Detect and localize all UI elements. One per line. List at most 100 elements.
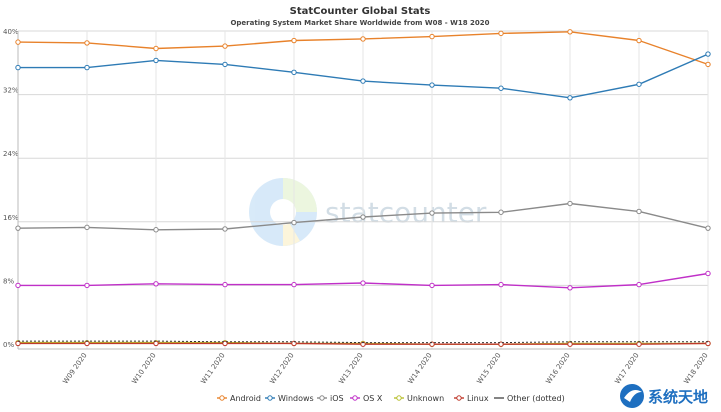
y-tick-label: 40%	[3, 28, 19, 36]
data-point[interactable]	[153, 227, 159, 233]
legend-label: iOS	[330, 394, 344, 403]
series-android	[15, 29, 711, 68]
data-point[interactable]	[429, 282, 435, 289]
data-point[interactable]	[705, 225, 711, 231]
data-point[interactable]	[15, 39, 21, 45]
data-point[interactable]	[153, 45, 159, 52]
data-point[interactable]	[636, 281, 642, 288]
chart-subtitle: Operating System Market Share Worldwide …	[230, 19, 489, 27]
legend-item[interactable]: Linux	[454, 394, 489, 403]
data-point[interactable]	[222, 281, 228, 288]
series-linux	[15, 340, 711, 347]
data-point[interactable]	[360, 214, 366, 220]
legend-item[interactable]: iOS	[317, 394, 344, 403]
y-tick-label: 0%	[3, 341, 14, 349]
data-point[interactable]	[84, 224, 90, 231]
x-tick-label: W14 2020	[407, 352, 434, 386]
data-point[interactable]	[222, 226, 228, 232]
x-tick-label: W09 2020	[62, 352, 89, 386]
data-point[interactable]	[567, 341, 573, 347]
data-point[interactable]	[222, 43, 228, 49]
data-point[interactable]	[567, 95, 573, 101]
y-tick-label: 32%	[3, 87, 19, 95]
data-point[interactable]	[636, 208, 642, 215]
data-point[interactable]	[705, 340, 711, 347]
x-tick-label: W11 2020	[200, 352, 227, 386]
legend-item[interactable]: Windows	[265, 394, 314, 403]
y-tick-label: 16%	[3, 214, 19, 222]
data-point[interactable]	[360, 280, 366, 286]
legend-label: Windows	[278, 394, 314, 403]
data-point[interactable]	[429, 33, 435, 40]
series-os-x	[15, 270, 711, 291]
data-point[interactable]	[429, 82, 435, 88]
data-point[interactable]	[15, 225, 21, 231]
watermark-wedge-yellow	[283, 212, 300, 246]
legend-dot-marker	[267, 395, 273, 401]
statcounter-watermark-logo: statcounter	[249, 178, 487, 246]
data-point[interactable]	[222, 61, 228, 68]
series-line	[18, 340, 708, 344]
data-point[interactable]	[567, 200, 573, 207]
data-point[interactable]	[153, 281, 159, 287]
watermark-wedge-green	[283, 178, 317, 212]
series-other-dotted	[18, 340, 708, 344]
site-watermark: 系统天地	[620, 384, 708, 408]
data-point[interactable]	[636, 81, 642, 87]
legend-label: Android	[230, 394, 261, 403]
data-point[interactable]	[429, 341, 435, 347]
series-ios	[15, 200, 711, 233]
data-point[interactable]	[153, 340, 159, 347]
data-point[interactable]	[291, 69, 297, 76]
data-point[interactable]	[360, 78, 366, 84]
legend-label: OS X	[363, 394, 383, 403]
data-point[interactable]	[429, 210, 435, 216]
grid	[17, 30, 709, 350]
data-point[interactable]	[567, 29, 573, 35]
data-point[interactable]	[705, 270, 711, 277]
chart-title: StatCounter Global Stats	[290, 6, 431, 17]
watermark-center	[270, 199, 296, 225]
data-point[interactable]	[153, 57, 159, 64]
legend-item[interactable]: Unknown	[394, 394, 444, 403]
data-point[interactable]	[15, 340, 21, 347]
legend: Android Windows iOS OS X Unknown Linux Other (…	[217, 394, 565, 403]
data-point[interactable]	[498, 341, 504, 347]
data-point[interactable]	[15, 282, 21, 289]
data-point[interactable]	[84, 64, 90, 71]
data-point[interactable]	[705, 61, 711, 68]
data-point[interactable]	[360, 36, 366, 42]
data-point[interactable]	[498, 30, 504, 37]
x-tick-label: W17 2020	[614, 352, 641, 386]
series-lines	[15, 29, 711, 347]
data-point[interactable]	[498, 85, 504, 91]
data-point[interactable]	[498, 209, 504, 215]
legend-dot-marker	[456, 395, 462, 401]
data-point[interactable]	[222, 340, 228, 347]
site-watermark-text: 系统天地	[648, 388, 708, 406]
data-point[interactable]	[636, 37, 642, 44]
data-point[interactable]	[498, 281, 504, 288]
legend-item[interactable]: Other (dotted)	[494, 394, 565, 403]
x-tick-label: W16 2020	[545, 352, 572, 386]
data-point[interactable]	[705, 51, 711, 57]
x-tick-label: W10 2020	[131, 352, 158, 386]
y-tick-label: 24%	[3, 150, 19, 158]
data-point[interactable]	[636, 341, 642, 347]
data-point[interactable]	[291, 37, 297, 44]
legend-item[interactable]: OS X	[350, 394, 383, 403]
data-point[interactable]	[84, 282, 90, 289]
data-point[interactable]	[567, 285, 573, 291]
data-point[interactable]	[15, 64, 21, 71]
data-point[interactable]	[291, 340, 297, 347]
data-point[interactable]	[291, 219, 297, 226]
data-point[interactable]	[291, 281, 297, 288]
data-point[interactable]	[360, 341, 366, 347]
legend-dot-marker	[319, 395, 325, 401]
data-point[interactable]	[84, 340, 90, 347]
watermark-circle-blue	[249, 178, 317, 246]
legend-dot-marker	[352, 395, 358, 401]
legend-item[interactable]: Android	[217, 394, 261, 403]
data-point[interactable]	[84, 40, 90, 46]
